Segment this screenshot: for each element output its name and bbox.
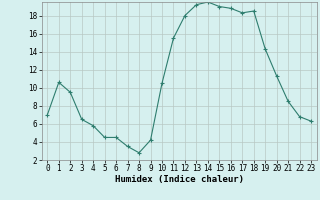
X-axis label: Humidex (Indice chaleur): Humidex (Indice chaleur)	[115, 175, 244, 184]
